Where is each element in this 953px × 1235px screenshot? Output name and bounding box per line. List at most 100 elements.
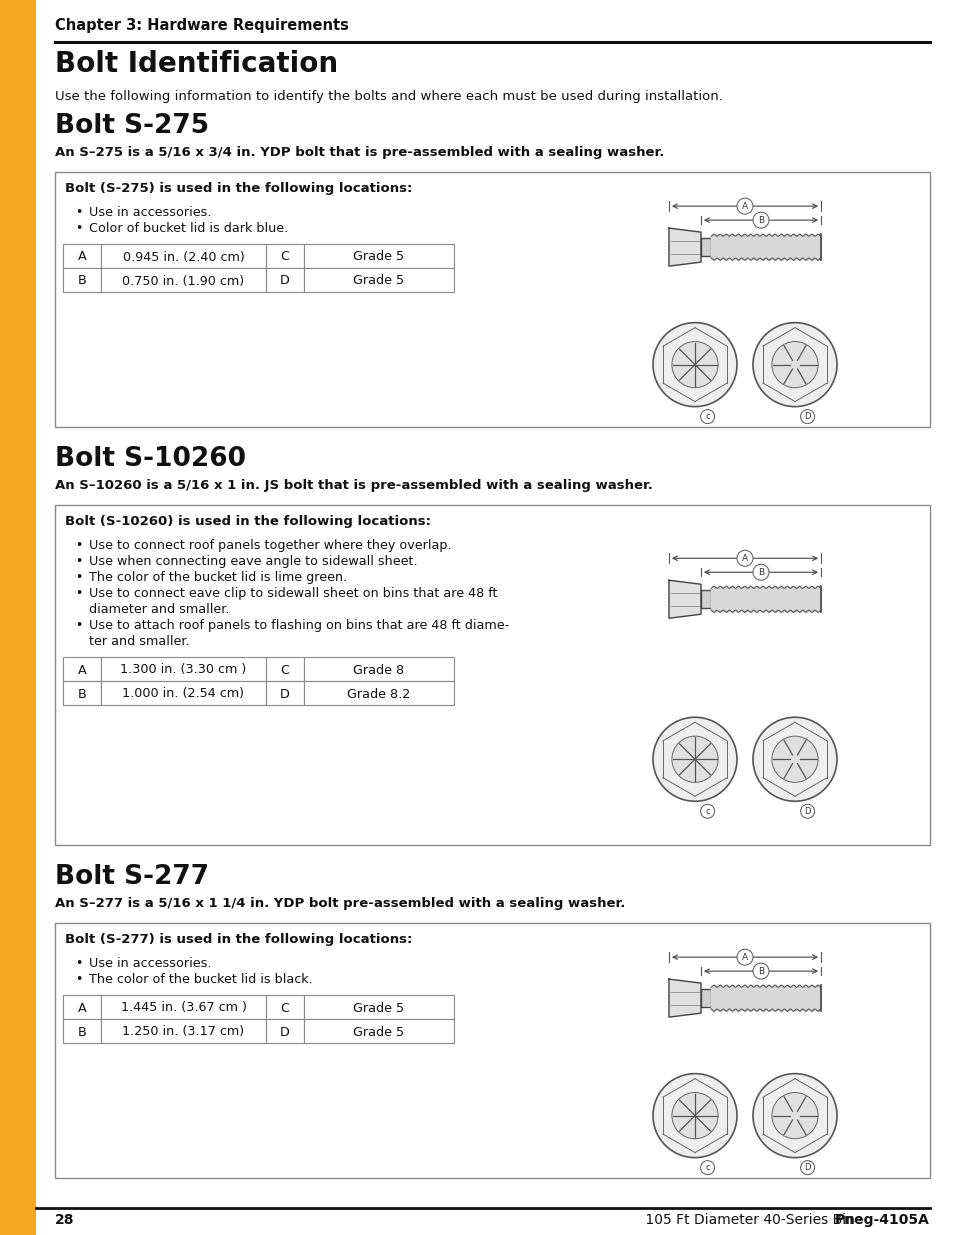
Text: c: c <box>704 412 709 421</box>
Circle shape <box>671 736 718 782</box>
Circle shape <box>771 736 818 782</box>
Text: B: B <box>77 274 87 288</box>
Circle shape <box>800 804 814 819</box>
Text: B: B <box>757 967 763 976</box>
Circle shape <box>671 1093 718 1139</box>
Circle shape <box>752 1073 836 1157</box>
Bar <box>700 989 710 1007</box>
Text: diameter and smaller.: diameter and smaller. <box>89 603 230 616</box>
Polygon shape <box>668 228 700 266</box>
Bar <box>304 268 454 291</box>
Text: Bolt S-10260: Bolt S-10260 <box>55 446 246 472</box>
Bar <box>63 995 101 1019</box>
Bar <box>0 0 36 1235</box>
Text: A: A <box>77 251 87 263</box>
Bar <box>101 995 266 1019</box>
Text: Bolt (S-275) is used in the following locations:: Bolt (S-275) is used in the following lo… <box>65 182 412 195</box>
Text: An S–277 is a 5/16 x 1 1/4 in. YDP bolt pre-assembled with a sealing washer.: An S–277 is a 5/16 x 1 1/4 in. YDP bolt … <box>55 897 625 910</box>
Text: Grade 8.2: Grade 8.2 <box>347 688 410 700</box>
Text: Bolt S-277: Bolt S-277 <box>55 864 209 890</box>
Text: •: • <box>75 587 82 600</box>
Text: Bolt (S-10260) is used in the following locations:: Bolt (S-10260) is used in the following … <box>65 515 431 529</box>
Bar <box>101 268 266 291</box>
Text: A: A <box>77 1002 87 1014</box>
Text: An S–10260 is a 5/16 x 1 in. JS bolt that is pre-assembled with a sealing washer: An S–10260 is a 5/16 x 1 in. JS bolt tha… <box>55 479 652 492</box>
Bar <box>101 680 266 705</box>
Text: 1.300 in. (3.30 cm ): 1.300 in. (3.30 cm ) <box>120 663 247 677</box>
Circle shape <box>752 718 836 802</box>
Text: Grade 5: Grade 5 <box>353 1025 404 1039</box>
Text: 28: 28 <box>55 1213 74 1228</box>
Text: The color of the bucket lid is black.: The color of the bucket lid is black. <box>89 973 313 986</box>
Bar <box>55 923 929 1178</box>
Polygon shape <box>668 580 700 619</box>
Text: Chapter 3: Hardware Requirements: Chapter 3: Hardware Requirements <box>55 19 349 33</box>
Circle shape <box>800 1161 814 1174</box>
Circle shape <box>752 963 768 979</box>
Circle shape <box>700 1161 714 1174</box>
Text: •: • <box>75 538 82 552</box>
Circle shape <box>700 804 714 819</box>
Bar <box>63 680 101 705</box>
Text: Bolt S-275: Bolt S-275 <box>55 112 209 140</box>
Bar <box>266 657 304 680</box>
Circle shape <box>671 342 718 388</box>
Bar <box>63 1019 101 1044</box>
Text: 0.945 in. (2.40 cm): 0.945 in. (2.40 cm) <box>123 251 244 263</box>
Text: B: B <box>757 568 763 577</box>
Text: Bolt Identification: Bolt Identification <box>55 49 337 78</box>
Bar <box>700 238 710 256</box>
Circle shape <box>771 1093 818 1139</box>
Bar <box>710 235 821 261</box>
Text: B: B <box>77 1025 87 1039</box>
Bar <box>304 680 454 705</box>
Circle shape <box>800 410 814 424</box>
Circle shape <box>752 564 768 580</box>
Text: B: B <box>77 688 87 700</box>
Text: Grade 5: Grade 5 <box>353 251 404 263</box>
Text: •: • <box>75 206 82 219</box>
Bar <box>266 268 304 291</box>
Bar <box>101 1019 266 1044</box>
Circle shape <box>737 551 752 567</box>
Circle shape <box>752 212 768 228</box>
Text: Bolt (S-277) is used in the following locations:: Bolt (S-277) is used in the following lo… <box>65 932 412 946</box>
Bar <box>304 1019 454 1044</box>
Bar <box>55 505 929 845</box>
Text: ter and smaller.: ter and smaller. <box>89 635 190 648</box>
Bar <box>63 245 101 268</box>
Circle shape <box>737 198 752 214</box>
Bar <box>266 245 304 268</box>
Text: Use the following information to identify the bolts and where each must be used : Use the following information to identif… <box>55 90 722 103</box>
Text: Use to attach roof panels to flashing on bins that are 48 ft diame-: Use to attach roof panels to flashing on… <box>89 619 509 632</box>
Text: Use in accessories.: Use in accessories. <box>89 206 212 219</box>
Text: C: C <box>280 251 289 263</box>
Text: •: • <box>75 973 82 986</box>
Text: C: C <box>280 1002 289 1014</box>
Text: •: • <box>75 222 82 235</box>
Text: Grade 8: Grade 8 <box>353 663 404 677</box>
Text: D: D <box>280 1025 290 1039</box>
Text: A: A <box>77 663 87 677</box>
Text: C: C <box>280 663 289 677</box>
Text: •: • <box>75 571 82 584</box>
Text: D: D <box>803 1163 810 1172</box>
Circle shape <box>752 322 836 406</box>
Text: The color of the bucket lid is lime green.: The color of the bucket lid is lime gree… <box>89 571 347 584</box>
Text: B: B <box>757 216 763 225</box>
Bar <box>266 995 304 1019</box>
Text: 0.750 in. (1.90 cm): 0.750 in. (1.90 cm) <box>122 274 244 288</box>
Circle shape <box>737 950 752 965</box>
Text: A: A <box>741 201 747 211</box>
Text: D: D <box>280 274 290 288</box>
Circle shape <box>652 322 737 406</box>
Text: D: D <box>803 412 810 421</box>
Text: Use when connecting eave angle to sidewall sheet.: Use when connecting eave angle to sidewa… <box>89 555 417 568</box>
Text: •: • <box>75 957 82 969</box>
Text: A: A <box>741 553 747 563</box>
Text: A: A <box>741 952 747 962</box>
Text: D: D <box>803 806 810 816</box>
Bar <box>710 986 821 1011</box>
Text: c: c <box>704 1163 709 1172</box>
Bar <box>55 172 929 427</box>
